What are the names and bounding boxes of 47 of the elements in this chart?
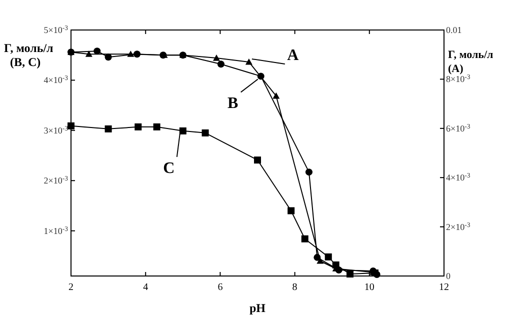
point [68,122,74,130]
y-tick-label: 5×10$^{-3}$ [44,24,69,35]
point [288,207,295,214]
point [314,254,321,261]
y-tick-label: 2×10$^{-3}$ [44,175,69,186]
point [316,257,324,264]
y2-tick-label: 2×10$^{-3}$ [446,221,471,232]
point [153,123,160,130]
y-tick-label: 1×10$^{-3}$ [44,225,69,236]
point [332,261,340,268]
point [85,50,92,57]
y2-axis-title: Г, моль/л (A) [448,49,494,75]
x-tick-label: 12 [439,282,449,293]
y2-tick-label: 0 [446,271,451,281]
point [217,60,224,68]
point [104,125,112,132]
point [272,92,280,99]
point [346,270,354,278]
x-tick-label: 6 [218,282,223,293]
point [305,168,312,176]
x-tick-label: 4 [143,282,148,293]
point [301,235,308,242]
legend-label: C [163,160,175,177]
y-tick-label: 3×10$^{-3}$ [44,124,69,136]
x-tick-label: 10 [364,282,374,293]
point [179,127,186,134]
y2-tick-label: 4×10$^{-3}$ [446,172,471,183]
point [212,54,220,61]
legend-label: B [228,95,239,112]
point [254,156,261,164]
x-tick-label: 8 [292,282,298,293]
x-tick-label: 2 [68,282,74,293]
point [245,58,252,65]
legend-label: A [287,46,300,64]
y-axis-title: Г, моль/л (B, C) [4,41,54,69]
point [257,72,264,80]
point [134,50,141,58]
y-tick-label: 4×10$^{-3}$ [44,74,69,86]
y2-tick-label: 8×10$^{-3}$ [446,74,471,84]
point [94,48,101,55]
point [104,54,112,61]
point [324,253,332,260]
y2-tick-label: 6×10$^{-3}$ [446,122,471,134]
point [202,129,209,136]
y2-tick-label: 0.01 [446,25,462,35]
point [134,123,142,130]
x-axis-title: pH [249,301,266,315]
